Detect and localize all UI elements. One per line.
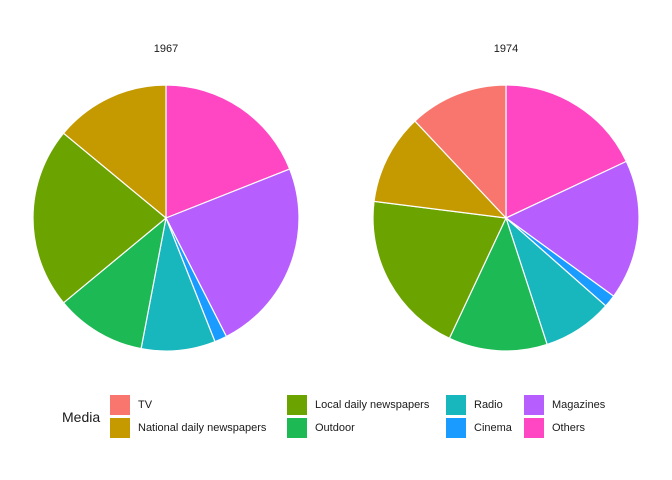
legend-item-national-daily-newspapers: National daily newspapers (110, 418, 266, 438)
slice-1974-others (505, 84, 628, 219)
panel-title-1967: 1967 (154, 43, 178, 55)
legend-key-tv (110, 395, 130, 415)
legend-item-cinema: Cinema (446, 418, 512, 438)
legend-label-national-daily-newspapers: National daily newspapers (138, 422, 267, 434)
legend-key-magazines (524, 395, 544, 415)
pie-panel-1974: 1974 (372, 43, 640, 352)
pie-slices-1974 (372, 84, 640, 352)
legend-item-local-daily-newspapers: Local daily newspapers (287, 395, 429, 415)
legend-key-radio (446, 395, 466, 415)
legend-label-cinema: Cinema (474, 422, 512, 434)
legend-item-outdoor: Outdoor (287, 418, 355, 438)
legend-label-radio: Radio (474, 399, 503, 411)
pie-panel-1967: 1967 (32, 43, 300, 352)
legend-label-tv: TV (138, 399, 153, 411)
slice-1974-magazines (504, 160, 640, 298)
legend-item-tv: TV (110, 395, 152, 415)
slice-1974-outdoor (448, 216, 548, 352)
legend-label-outdoor: Outdoor (315, 422, 355, 434)
legend: Media TV National daily newspapers Local… (62, 392, 662, 442)
legend-key-local-daily-newspapers (287, 395, 307, 415)
legend-key-cinema (446, 418, 466, 438)
legend-label-local-daily-newspapers: Local daily newspapers (315, 399, 430, 411)
slice-1967-outdoor (62, 216, 167, 350)
legend-key-outdoor (287, 418, 307, 438)
legend-label-others: Others (552, 422, 586, 434)
slice-1967-national-daily-newspapers (62, 84, 167, 220)
slice-1967-others (165, 84, 291, 219)
legend-item-magazines: Magazines (524, 395, 605, 415)
legend-item-others: Others (524, 418, 585, 438)
legend-title: Media (62, 409, 101, 425)
slice-1967-local-daily-newspapers (32, 132, 167, 304)
legend-key-national-daily-newspapers (110, 418, 130, 438)
slice-1974-tv (414, 84, 507, 220)
pie-slices-1967 (32, 84, 300, 352)
legend-label-magazines: Magazines (552, 399, 606, 411)
slice-1967-magazines (165, 168, 300, 338)
slice-1974-local-daily-newspapers (372, 200, 507, 340)
slice-1974-national-daily-newspapers (373, 120, 508, 219)
legend-key-others (524, 418, 544, 438)
panel-title-1974: 1974 (494, 43, 518, 55)
legend-item-radio: Radio (446, 395, 503, 415)
